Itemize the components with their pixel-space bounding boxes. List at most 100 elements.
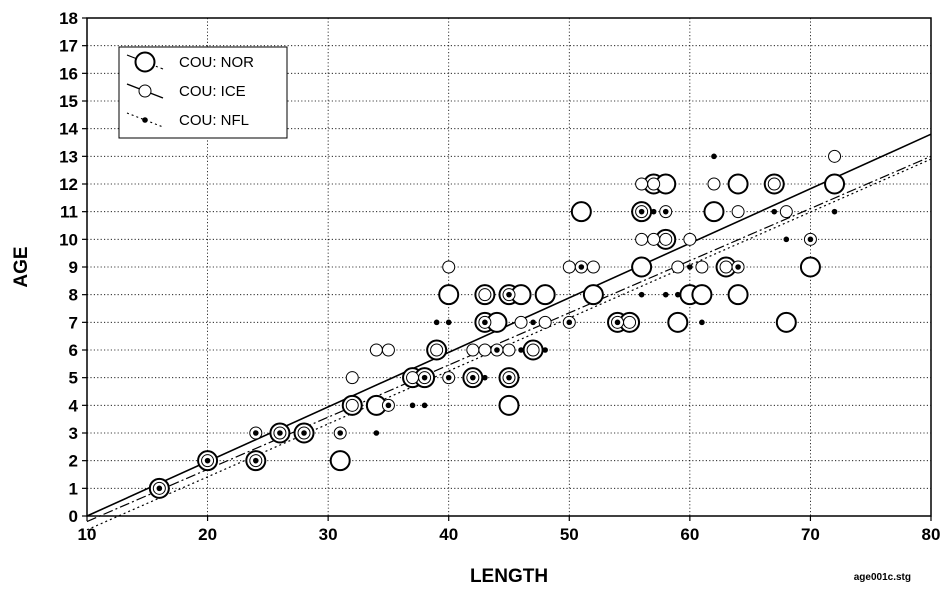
y-tick-label: 9 (69, 258, 78, 277)
y-tick-label: 2 (69, 452, 78, 471)
data-point (727, 284, 749, 306)
x-tick-label: 50 (560, 525, 579, 544)
data-point (442, 260, 456, 274)
data-point (494, 347, 500, 353)
y-tick-label: 5 (69, 369, 78, 388)
data-point (421, 374, 428, 381)
data-point (775, 311, 797, 333)
y-tick-label: 10 (59, 230, 78, 249)
data-point (526, 343, 540, 357)
x-axis-title: LENGTH (470, 566, 548, 587)
y-tick-label: 7 (69, 313, 78, 332)
data-point (506, 374, 512, 381)
x-tick-label: 20 (198, 525, 217, 544)
x-tick-labels: 10 20 30 40 50 60 70 80 (78, 516, 941, 544)
data-point (662, 291, 669, 298)
y-tick-label: 16 (59, 64, 78, 83)
y-tick-label: 18 (59, 9, 78, 28)
legend-label: COU: ICE (179, 83, 246, 100)
data-point (566, 319, 573, 326)
data-point (277, 430, 283, 436)
data-point (582, 284, 604, 306)
data-point (675, 291, 681, 298)
data-point (687, 264, 693, 270)
data-point (659, 232, 673, 246)
x-tick-label: 80 (922, 525, 941, 544)
y-tick-label: 6 (69, 341, 78, 360)
x-tick-label: 60 (680, 525, 699, 544)
data-point (570, 201, 592, 223)
data-point (385, 402, 392, 409)
data-point (253, 430, 259, 436)
legend-line (126, 112, 164, 128)
data-point (691, 284, 713, 306)
fit-lines (86, 133, 932, 531)
x-tick-label: 40 (439, 525, 458, 544)
y-tick-label: 13 (59, 147, 78, 166)
y-tick-label: 1 (69, 479, 78, 498)
data-point (771, 208, 778, 215)
data-point (647, 177, 661, 191)
data-point (767, 177, 781, 191)
data-point (647, 232, 661, 246)
fit-line (86, 155, 932, 523)
data-point (470, 374, 476, 381)
data-point (373, 430, 380, 436)
data-point (614, 319, 621, 326)
data-point (445, 319, 452, 326)
data-point (156, 485, 163, 492)
y-tick-label: 11 (60, 203, 78, 222)
data-point (703, 201, 725, 223)
data-point (381, 343, 395, 357)
data-point (667, 311, 689, 333)
data-point (438, 284, 460, 306)
data-point (530, 319, 536, 326)
data-point (498, 394, 520, 416)
y-tick-label: 12 (59, 175, 78, 194)
data-point (478, 343, 492, 357)
data-point (635, 232, 649, 246)
y-tick-label: 0 (69, 507, 78, 526)
data-point (807, 236, 814, 243)
data-points (148, 149, 846, 499)
data-point (369, 343, 383, 357)
data-point (562, 260, 576, 274)
legend-label: COU: NOR (179, 54, 254, 71)
y-tick-label: 8 (69, 286, 78, 305)
data-point (406, 371, 420, 385)
data-point (638, 291, 645, 298)
data-point (711, 153, 717, 160)
data-point (671, 260, 685, 274)
data-point (502, 343, 516, 357)
x-tick-label: 30 (319, 525, 338, 544)
data-point (345, 398, 359, 412)
data-point (707, 177, 721, 191)
legend-label: COU: NFL (179, 112, 249, 129)
data-point (534, 284, 556, 306)
data-point (578, 264, 585, 270)
fit-line (86, 133, 932, 517)
data-point (301, 430, 307, 436)
data-point (478, 288, 492, 302)
data-point (824, 173, 846, 195)
data-point (421, 402, 428, 409)
y-axis-title: AGE (11, 246, 32, 287)
data-point (631, 256, 653, 278)
file-label: age001c.stg (854, 572, 911, 583)
data-point (445, 374, 452, 381)
y-tick-label: 3 (69, 424, 78, 443)
data-point (695, 260, 709, 274)
data-point (799, 256, 821, 278)
data-point (683, 232, 697, 246)
legend-marker (142, 117, 148, 123)
data-point (253, 457, 259, 464)
data-point (735, 264, 741, 270)
data-point (662, 208, 669, 215)
data-point (433, 319, 440, 326)
data-point (727, 173, 749, 195)
x-tick-label: 70 (801, 525, 820, 544)
y-tick-label: 15 (59, 92, 78, 111)
x-tick-label: 10 (78, 525, 97, 544)
